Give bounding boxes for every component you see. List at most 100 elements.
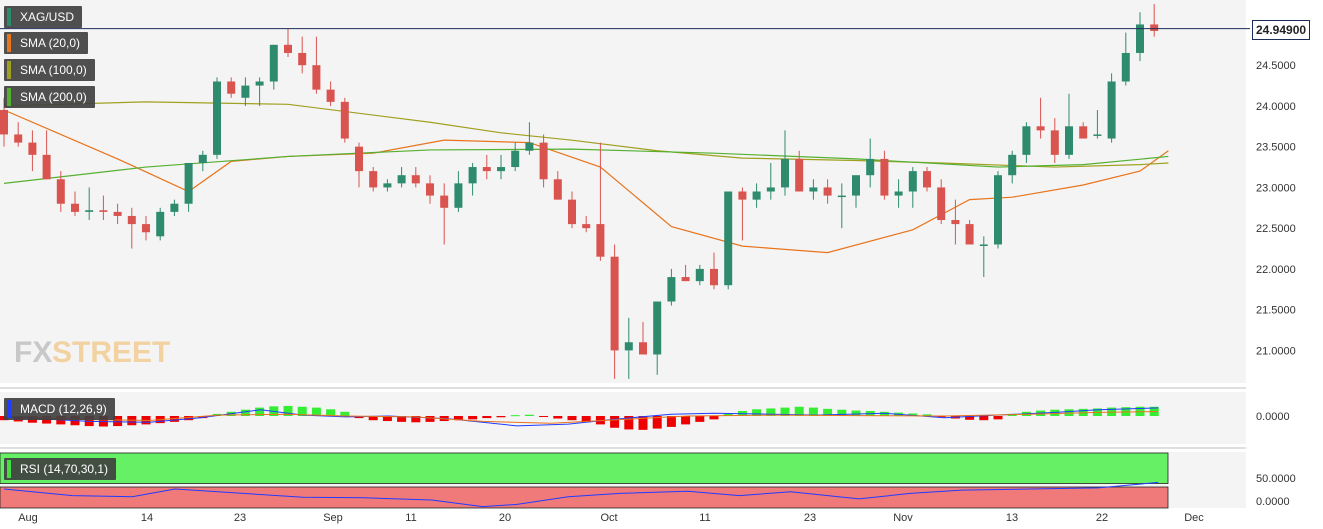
candle-body bbox=[596, 224, 605, 257]
rsi-panel: 50.0000 0.0000 bbox=[0, 452, 1296, 509]
candle-body bbox=[355, 146, 363, 172]
macd-legend[interactable]: MACD (12,26,9) bbox=[4, 398, 115, 420]
macd-line bbox=[3, 407, 1159, 427]
candle-body bbox=[866, 158, 875, 176]
x-tick-label: Oct bbox=[600, 512, 617, 524]
macd-histogram-bar bbox=[581, 416, 591, 423]
candle-body bbox=[397, 175, 406, 184]
watermark-fx: FX bbox=[14, 336, 52, 369]
macd-histogram-bar bbox=[780, 407, 790, 416]
candle-body bbox=[809, 187, 818, 192]
sma100-legend[interactable]: SMA (100,0) bbox=[4, 59, 95, 81]
macd-histogram-bar bbox=[709, 416, 719, 420]
macd-histogram-bar bbox=[681, 416, 691, 425]
y-axis: 24.5000 24.0000 23.5000 23.0000 22.5000 22.00… bbox=[1256, 60, 1296, 357]
macd-histogram-bar bbox=[823, 408, 833, 416]
candle-body bbox=[1093, 134, 1102, 136]
macd-panel: 0.0000 bbox=[0, 405, 1290, 430]
candle-body bbox=[539, 142, 548, 180]
macd-histogram-bar bbox=[113, 416, 123, 427]
x-tick-label: Sep bbox=[323, 512, 343, 524]
x-tick-label: Dec bbox=[1184, 512, 1204, 524]
macd-histogram-bar bbox=[979, 416, 989, 421]
macd-histogram-bar bbox=[993, 416, 1003, 420]
macd-histogram-bar bbox=[908, 413, 918, 416]
candle-body bbox=[653, 301, 662, 355]
macd-histogram-bar bbox=[638, 416, 648, 430]
candle-body bbox=[1150, 24, 1159, 31]
macd-histogram-bar bbox=[879, 411, 889, 416]
macd-histogram-bar bbox=[468, 416, 478, 420]
candle-body bbox=[184, 162, 193, 204]
candle-body bbox=[383, 183, 392, 188]
rsi-tick-label: 50.0000 bbox=[1256, 473, 1296, 485]
candle-body bbox=[681, 277, 690, 282]
macd-histogram-bar bbox=[723, 413, 733, 416]
x-tick-label: 13 bbox=[1006, 512, 1018, 524]
main-panel-bg bbox=[0, 0, 1246, 383]
macd-histogram-bar bbox=[553, 416, 563, 419]
candle-body bbox=[894, 191, 903, 196]
candle-body bbox=[326, 89, 335, 102]
x-tick-label: Aug bbox=[18, 512, 38, 524]
sma200-color-swatch bbox=[7, 88, 11, 106]
candle-body bbox=[454, 183, 463, 208]
macd-legend-text: MACD (12,26,9) bbox=[20, 402, 107, 416]
rsi-tick-label: 0.0000 bbox=[1256, 496, 1290, 508]
macd-histogram-bar bbox=[652, 416, 662, 429]
candle-body bbox=[312, 65, 321, 90]
candle-body bbox=[908, 171, 917, 192]
rsi-legend[interactable]: RSI (14,70,30,1) bbox=[4, 458, 117, 480]
candle-body bbox=[284, 44, 292, 53]
symbol-label: XAG/USD bbox=[4, 6, 83, 28]
macd-histogram-bar bbox=[539, 416, 549, 417]
macd-panel-bg bbox=[0, 392, 1246, 444]
candle-body bbox=[298, 52, 307, 66]
fxstreet-watermark: FX STREET bbox=[14, 336, 170, 369]
sma20-legend[interactable]: SMA (20,0) bbox=[4, 32, 89, 54]
candle-body bbox=[766, 187, 775, 192]
candle-body bbox=[1065, 126, 1073, 155]
sma200-legend[interactable]: SMA (200,0) bbox=[4, 86, 95, 108]
candle-body bbox=[156, 211, 165, 237]
candle-body bbox=[468, 167, 477, 184]
candle-body bbox=[1050, 130, 1059, 155]
sma20-legend-text: SMA (20,0) bbox=[20, 36, 81, 50]
macd-histogram-bar bbox=[510, 415, 520, 417]
candle-body bbox=[85, 210, 94, 212]
candle-body bbox=[170, 203, 179, 212]
candle-body bbox=[965, 224, 974, 245]
macd-histogram-bar bbox=[397, 416, 407, 422]
macd-histogram-bar bbox=[624, 416, 634, 430]
macd-histogram-bar bbox=[666, 416, 676, 427]
y-tick-label: 22.0000 bbox=[1256, 264, 1296, 276]
macd-histogram-bar bbox=[524, 414, 534, 416]
macd-histogram-bar bbox=[297, 406, 307, 416]
macd-histogram-bar bbox=[837, 409, 847, 416]
macd-histogram-bar bbox=[240, 409, 250, 416]
candle-body bbox=[1022, 126, 1031, 155]
candle-body bbox=[1008, 154, 1017, 176]
y-tick-label: 22.5000 bbox=[1256, 223, 1296, 235]
macd-histogram-bar bbox=[752, 409, 762, 416]
y-tick-label: 21.0000 bbox=[1256, 345, 1296, 357]
candle-body bbox=[0, 110, 8, 135]
sma-lines bbox=[3, 101, 1169, 254]
sma200-line bbox=[3, 148, 1169, 184]
macd-histogram-bar bbox=[851, 410, 861, 416]
candle-body bbox=[269, 44, 278, 82]
candle-body bbox=[852, 175, 860, 196]
macd-histogram-bar bbox=[326, 409, 336, 416]
symbol-color-swatch bbox=[7, 8, 11, 26]
candle-body bbox=[624, 342, 633, 351]
candle-body bbox=[213, 81, 221, 155]
macd-histogram-bar bbox=[382, 416, 392, 422]
x-tick-label: 23 bbox=[804, 512, 816, 524]
candle-body bbox=[582, 224, 591, 229]
candle-body bbox=[568, 199, 576, 225]
sma20-line bbox=[3, 109, 1169, 254]
y-tick-label: 23.5000 bbox=[1256, 142, 1296, 154]
rsi-overbought-zone bbox=[0, 452, 1169, 484]
sma100-color-swatch bbox=[7, 61, 11, 79]
